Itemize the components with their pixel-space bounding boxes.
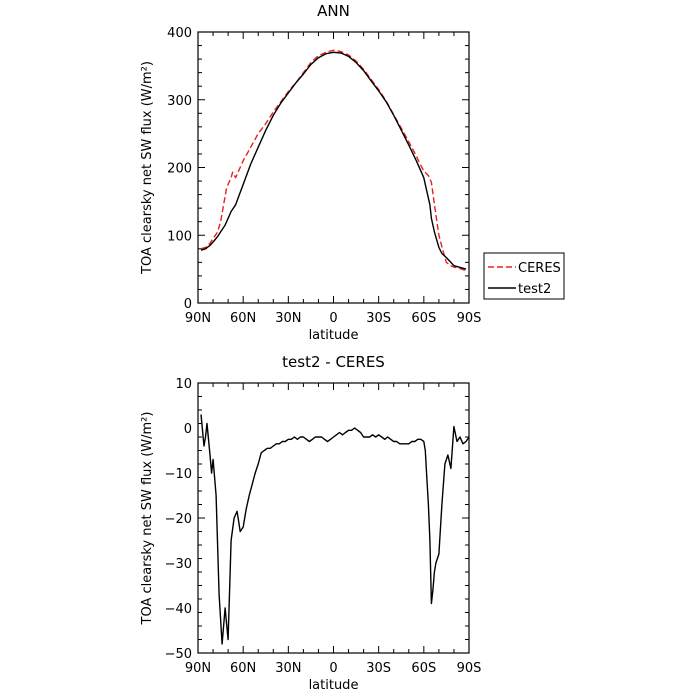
top-series-line-test2 — [200, 51, 467, 270]
bottom-y-tick-label: −10 — [165, 467, 192, 482]
bottom-y-tick-label: 0 — [184, 422, 192, 437]
top-y-axis-title: TOA clearsky net SW flux (W/m²) — [140, 61, 155, 275]
bottom-y-tick-label: −30 — [165, 557, 192, 572]
top-y-tick-label: 100 — [167, 229, 192, 244]
legend-label-test2: test2 — [518, 282, 551, 297]
top-x-axis-title: latitude — [309, 328, 359, 343]
bottom-series-line-series-0 — [200, 414, 470, 645]
bottom-chart-title: test2 - CERES — [282, 353, 385, 371]
top-x-tick-label: 60S — [411, 311, 436, 326]
top-y-tick-label: 400 — [167, 26, 192, 41]
bottom-y-tick-label: 10 — [175, 377, 192, 392]
legend-box — [483, 252, 565, 300]
bottom-x-tick-label: 0 — [329, 661, 337, 676]
top-plot-frame — [197, 31, 470, 304]
top-x-tick-label: 90S — [457, 311, 482, 326]
bottom-x-tick-label: 90N — [185, 661, 211, 676]
top-x-tick-label: 0 — [329, 311, 337, 326]
bottom-y-tick-label: −40 — [165, 602, 192, 617]
bottom-x-axis-title: latitude — [309, 678, 359, 693]
bottom-x-tick-label: 90S — [457, 661, 482, 676]
bottom-x-tick-label: 60S — [411, 661, 436, 676]
top-series-line-ceres — [200, 49, 467, 272]
bottom-chart-panel: test2 - CERES 90N 60N 30N 0 30S 60S 90S −50 −40 −3… — [140, 353, 481, 693]
bottom-x-tick-label: 30S — [366, 661, 391, 676]
top-chart-panel: ANN 90N 60N 30N 0 30S 60S 90S 0 100 200 300 400 latit… — [140, 2, 565, 343]
top-x-tick-label: 60N — [230, 311, 256, 326]
bottom-x-tick-label: 60N — [230, 661, 256, 676]
top-y-tick-label: 300 — [167, 94, 192, 109]
top-y-tick-label: 200 — [167, 162, 192, 177]
bottom-y-tick-label: −50 — [165, 647, 192, 662]
top-y-tick-label: 0 — [184, 297, 192, 312]
bottom-y-axis-title: TOA clearsky net SW flux (W/m²) — [140, 412, 155, 626]
top-x-tick-label: 30N — [275, 311, 301, 326]
top-x-tick-label: 30S — [366, 311, 391, 326]
legend-label-ceres: CERES — [518, 261, 561, 276]
bottom-x-tick-label: 30N — [275, 661, 301, 676]
top-x-tick-label: 90N — [185, 311, 211, 326]
top-chart-title: ANN — [317, 2, 350, 20]
bottom-y-tick-label: −20 — [165, 512, 192, 527]
